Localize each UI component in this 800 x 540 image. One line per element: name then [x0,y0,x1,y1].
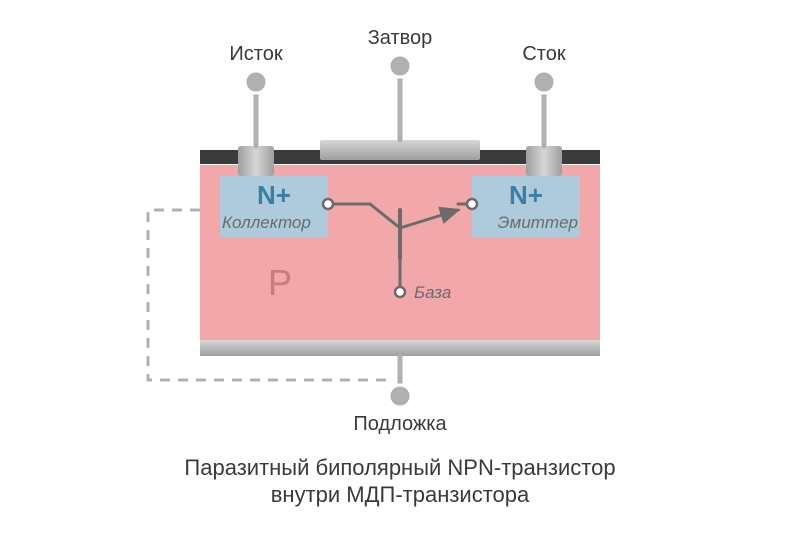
substrate-label: Подложка [353,413,447,435]
collector-label: Коллектор [222,213,311,232]
diagram-root: Исток Затвор Сток Подложка N+ N+ P Колле… [0,0,800,540]
gate-label: Затвор [368,27,433,49]
emitter-label: Эмиттер [498,213,578,232]
drain-pin [533,71,555,93]
caption-line-2: внутри МДП-транзистора [271,482,530,507]
gate-metal [320,140,480,160]
drain-label: Сток [522,43,566,65]
substrate-pin [389,385,411,407]
caption-line-1: Паразитный биполярный NPN-транзистор [184,455,615,480]
n-plus-right-label: N+ [509,180,543,210]
source-contact [238,146,274,176]
base-label: База [414,283,451,302]
source-pin [245,71,267,93]
gate-pin [389,55,411,77]
source-label: Исток [229,43,282,65]
collector-node [323,199,333,209]
n-plus-left-label: N+ [257,180,291,210]
drain-contact [526,146,562,176]
emitter-node [467,199,477,209]
p-region-label: P [268,262,292,303]
base-node [395,287,405,297]
